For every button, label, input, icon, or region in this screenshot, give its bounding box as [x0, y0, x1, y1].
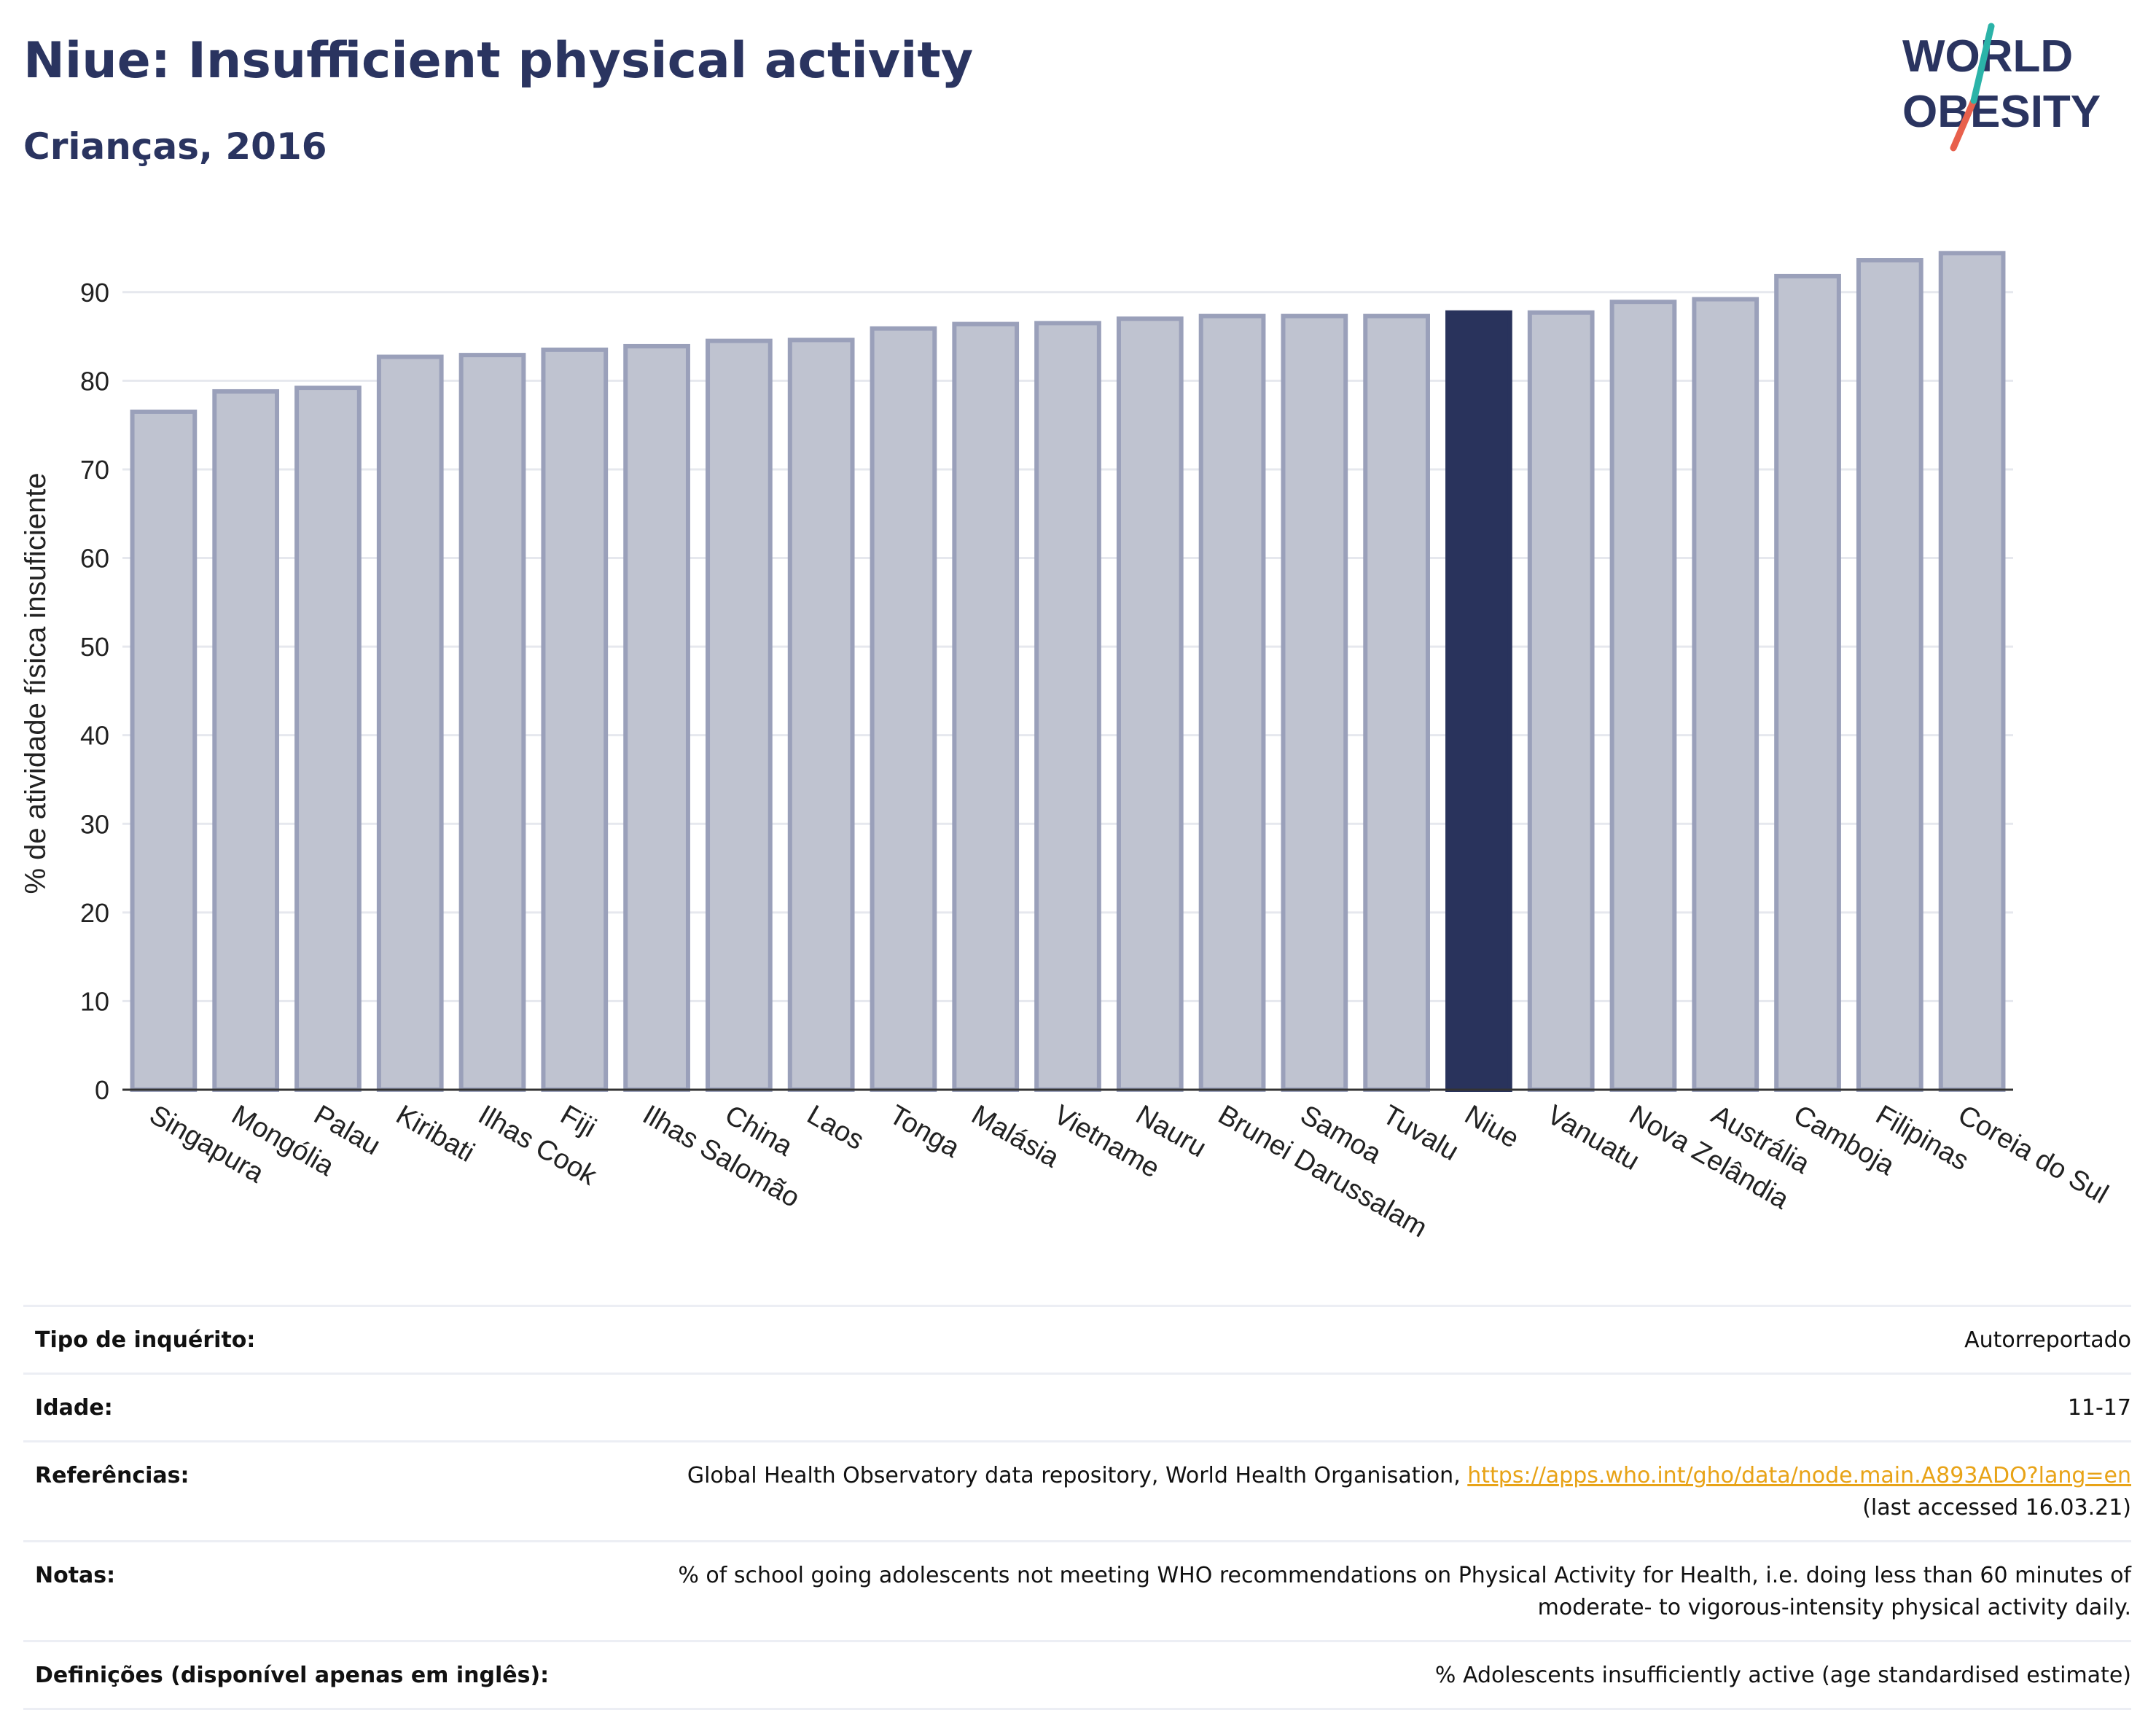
detail-value: Autorreportado — [1964, 1327, 2131, 1353]
detail-value: % Adolescents insufficiently active (age… — [1434, 1663, 2131, 1688]
bar — [1774, 273, 1841, 1092]
bar — [1938, 251, 2006, 1093]
bar-highlight — [1445, 310, 1512, 1092]
logo-slash-teal-icon — [1970, 23, 1995, 104]
y-tick-labels: 0 10 20 30 40 50 60 70 80 90 — [80, 278, 109, 1105]
bars — [130, 251, 2006, 1093]
detail-value: Global Health Observatory data repositor… — [687, 1460, 2131, 1524]
x-tick-label: Tonga — [884, 1099, 965, 1164]
bar — [1116, 316, 1184, 1092]
detail-row-notes: Notas: % of school going adolescents not… — [23, 1540, 2131, 1640]
bar — [1198, 313, 1266, 1092]
bar — [294, 386, 362, 1093]
details-table: Tipo de inquérito: Autorreportado Idade:… — [23, 1305, 2131, 1710]
logo-slash-red-icon — [1950, 97, 1977, 152]
detail-label: Tipo de inquérito: — [35, 1327, 256, 1353]
bar — [787, 337, 855, 1092]
detail-label: Idade: — [35, 1395, 113, 1421]
x-tick-label: Niue — [1459, 1099, 1524, 1154]
detail-label: Definições (disponível apenas em inglês)… — [35, 1663, 550, 1688]
bar — [1856, 258, 1923, 1093]
bar — [376, 354, 444, 1092]
detail-label: Referências: — [35, 1463, 190, 1488]
y-tick-label: 70 — [80, 455, 109, 485]
bar-chart: 0 10 20 30 40 50 60 70 80 90 SingapuraMongóliaPal… — [20, 251, 2114, 1244]
bar — [870, 326, 937, 1092]
detail-row-age: Idade: 11-17 — [23, 1373, 2131, 1440]
logo-line-2: OBESITY — [1902, 87, 2101, 137]
bar — [1281, 313, 1348, 1092]
y-tick-label: 60 — [80, 544, 109, 574]
page-subtitle: Crianças, 2016 — [23, 125, 327, 168]
bar — [1034, 321, 1101, 1092]
y-tick-label: 0 — [95, 1075, 109, 1105]
reference-accessed: (last accessed 16.03.21) — [1862, 1495, 2131, 1520]
x-tick-label: Coreia do Sul — [1953, 1099, 2113, 1209]
reference-text: Global Health Observatory data repositor… — [687, 1463, 1468, 1488]
y-axis-label: % de atividade física insuficiente — [20, 472, 52, 894]
x-tick-label: Fiji — [555, 1099, 601, 1144]
bar — [1609, 300, 1677, 1092]
bar — [1692, 297, 1759, 1093]
detail-label: Notas: — [35, 1563, 116, 1588]
bar — [623, 343, 690, 1092]
detail-value: 11-17 — [2067, 1395, 2131, 1421]
bar — [1363, 313, 1430, 1092]
y-tick-label: 20 — [80, 898, 109, 928]
x-tick-label: Kiribati — [391, 1099, 480, 1168]
bar — [541, 347, 609, 1092]
bar — [458, 353, 526, 1092]
detail-row-definitions: Definições (disponível apenas em inglês)… — [23, 1640, 2131, 1710]
x-tick-label: Vanuatu — [1542, 1099, 1644, 1176]
page-title: Niue: Insufficient physical activity — [23, 32, 974, 90]
bar — [130, 409, 198, 1092]
y-tick-label: 10 — [80, 986, 109, 1016]
detail-row-survey-type: Tipo de inquérito: Autorreportado — [23, 1305, 2131, 1373]
detail-row-references: Referências: Global Health Observatory d… — [23, 1440, 2131, 1540]
y-tick-label: 50 — [80, 632, 109, 662]
x-tick-label: Laos — [802, 1099, 869, 1156]
world-obesity-logo: WORLD OBESITY — [1902, 23, 2101, 152]
bar — [1527, 310, 1595, 1092]
y-tick-label: 40 — [80, 721, 109, 751]
x-tick-label: Malásia — [966, 1099, 1065, 1174]
bar — [952, 321, 1020, 1093]
x-tick-label: Tuvalu — [1378, 1099, 1464, 1167]
detail-value: % of school going adolescents not meetin… — [678, 1563, 2131, 1620]
reference-link[interactable]: https://apps.who.int/gho/data/node.main.… — [1467, 1463, 2131, 1488]
bar — [706, 338, 773, 1093]
y-tick-label: 80 — [80, 366, 109, 396]
y-tick-label: 30 — [80, 809, 109, 839]
y-tick-label: 90 — [80, 278, 109, 308]
bar — [212, 389, 280, 1093]
